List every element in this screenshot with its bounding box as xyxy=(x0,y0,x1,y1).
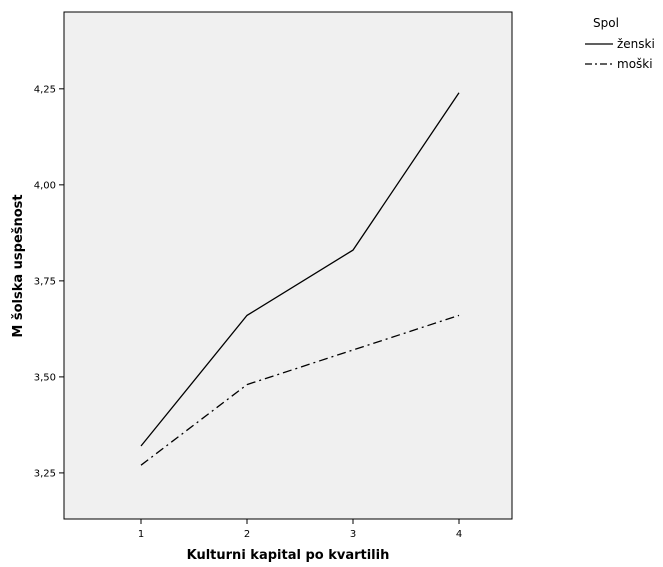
series-line-zenski xyxy=(140,92,460,447)
x-tick-label: 3 xyxy=(350,529,356,540)
x-axis-title: Kulturni kapital po kvartilih xyxy=(187,548,390,563)
y-axis-title: M šolska uspešnost xyxy=(11,194,26,337)
y-tick-label: 3,75 xyxy=(34,276,56,287)
x-tick-label: 4 xyxy=(456,529,462,540)
x-tick-label: 1 xyxy=(138,529,144,540)
series-lines xyxy=(140,92,460,466)
y-tick-label: 3,50 xyxy=(34,372,56,383)
plot-area xyxy=(63,11,513,520)
y-tick-label: 4,00 xyxy=(34,180,56,191)
y-tick-label: 4,25 xyxy=(34,84,56,95)
y-axis: 3,25 3,50 3,75 4,00 4,25 xyxy=(34,84,64,479)
legend-title: Spol xyxy=(593,16,619,30)
legend-label-moski: moški xyxy=(617,57,653,71)
legend-label-zenski: ženski xyxy=(617,37,655,51)
x-axis: 1 2 3 4 xyxy=(138,519,462,540)
x-tick-label: 2 xyxy=(244,529,250,540)
y-tick-label: 3,25 xyxy=(34,468,56,479)
legend: Spol ženski moški xyxy=(585,16,655,71)
